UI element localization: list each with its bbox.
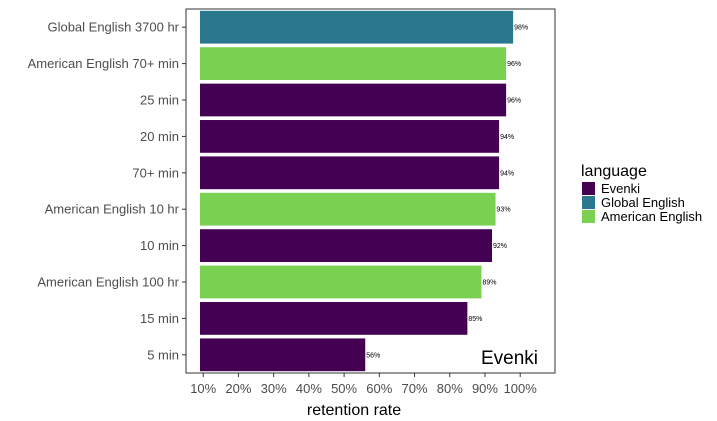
x-axis-title: retention rate bbox=[307, 402, 401, 419]
legend-swatch-3 bbox=[582, 210, 595, 223]
bar-9 bbox=[200, 302, 468, 335]
legend-label-2: Global English bbox=[601, 195, 685, 210]
x-tick-label-6: 60% bbox=[366, 381, 392, 396]
y-tick-label-10: 5 min bbox=[147, 347, 179, 362]
bar-value-label-4: 94% bbox=[500, 134, 514, 141]
bar-value-label-8: 89% bbox=[482, 280, 496, 287]
x-tick-label-4: 40% bbox=[296, 381, 322, 396]
panel-annotation: Evenki bbox=[481, 348, 538, 369]
plot-panel-border bbox=[185, 8, 556, 374]
y-axis: Global English 3700 hr American English 7… bbox=[28, 20, 186, 362]
bar-3 bbox=[200, 83, 507, 117]
legend-title: language bbox=[581, 163, 647, 180]
bar-value-label-3: 96% bbox=[507, 98, 521, 105]
legend-label-3: American English bbox=[601, 209, 702, 224]
x-tick-label-9: 90% bbox=[472, 381, 498, 396]
legend-label-1: Evenki bbox=[601, 181, 640, 196]
legend-swatch-1 bbox=[582, 182, 595, 195]
y-tick-label-5: 70+ min bbox=[132, 165, 179, 180]
y-tick-label-4: 20 min bbox=[140, 129, 179, 144]
y-tick-label-6: American English 10 hr bbox=[45, 202, 180, 217]
bar-value-label-9: 85% bbox=[468, 316, 482, 323]
bar-4 bbox=[200, 120, 500, 153]
bar-value-label-10: 56% bbox=[366, 352, 380, 359]
y-tick-label-1: Global English 3700 hr bbox=[47, 20, 179, 35]
x-tick-label-10: 100% bbox=[504, 381, 538, 396]
y-tick-label-2: American English 70+ min bbox=[28, 56, 179, 71]
y-tick-label-8: American English 100 hr bbox=[37, 275, 179, 290]
y-tick-label-9: 15 min bbox=[140, 311, 179, 326]
bar-10 bbox=[200, 338, 366, 372]
bar-value-label-1: 98% bbox=[514, 25, 528, 32]
x-tick-label-1: 10% bbox=[190, 381, 216, 396]
y-tick-label-3: 25 min bbox=[140, 93, 179, 108]
bar-6 bbox=[200, 192, 496, 226]
bar-7 bbox=[200, 229, 493, 262]
bar-5 bbox=[200, 156, 500, 190]
x-tick-label-2: 20% bbox=[225, 381, 251, 396]
x-tick-label-8: 80% bbox=[437, 381, 463, 396]
x-tick-label-5: 50% bbox=[331, 381, 357, 396]
bar-value-label-6: 93% bbox=[497, 207, 511, 214]
bar-value-label-7: 92% bbox=[493, 243, 507, 250]
bar-8 bbox=[200, 265, 482, 299]
legend-swatch-2 bbox=[582, 196, 595, 209]
bar-value-label-2: 96% bbox=[507, 61, 521, 68]
bar-2 bbox=[200, 47, 507, 80]
x-tick-label-3: 30% bbox=[261, 381, 287, 396]
x-tick-label-7: 70% bbox=[402, 381, 428, 396]
plot-marks: 98% 96% 96% 94% 94% 93% 92% 89% 85% 56% bbox=[200, 10, 528, 372]
x-axis: 10% 20% 30% 40% 50% 60% 70% 80% 90% 100% bbox=[190, 373, 537, 396]
bar-1 bbox=[200, 10, 514, 44]
y-tick-label-7: 10 min bbox=[140, 238, 179, 253]
bar-value-label-5: 94% bbox=[500, 170, 514, 177]
